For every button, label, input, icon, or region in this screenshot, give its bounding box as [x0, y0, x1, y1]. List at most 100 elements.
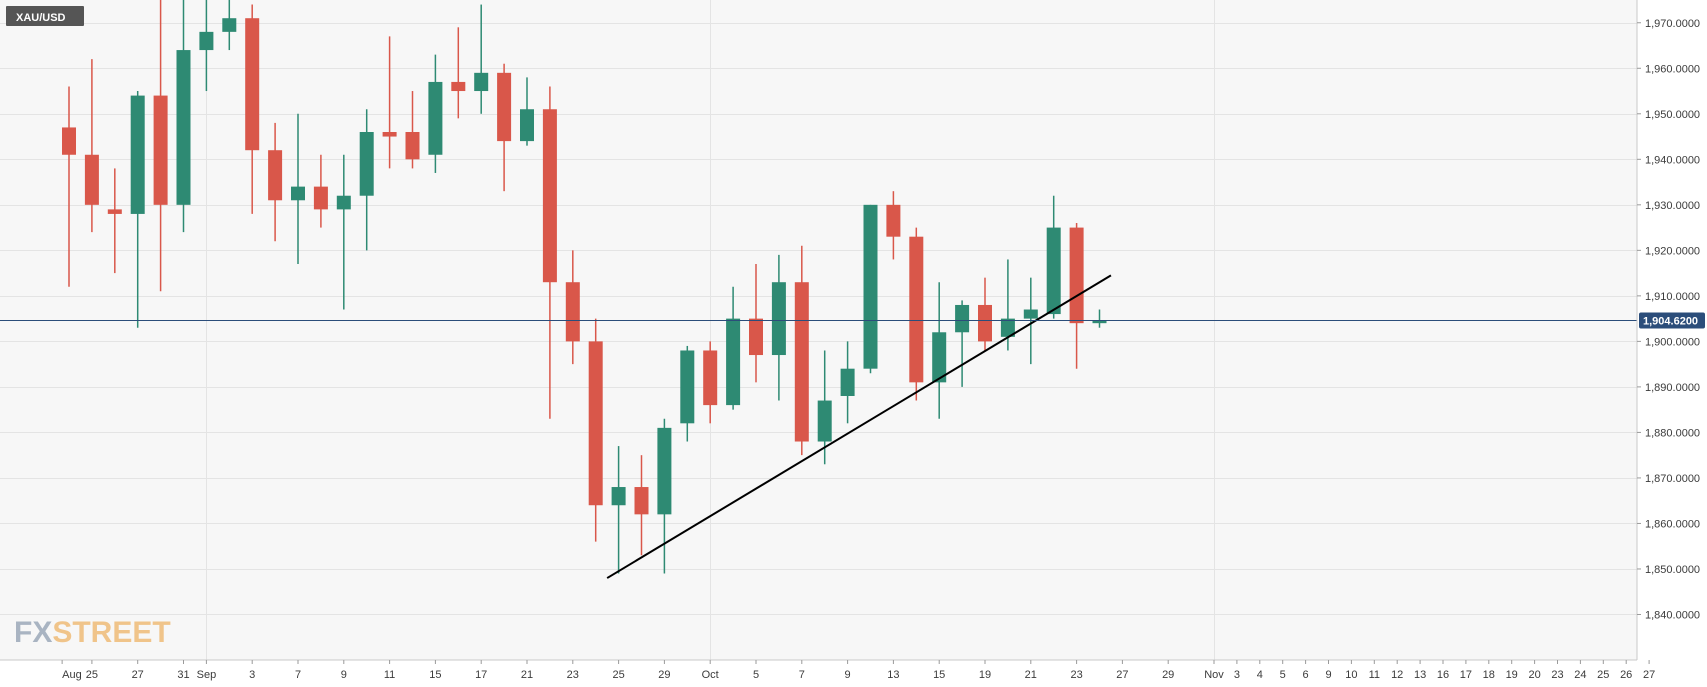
svg-text:FXSTREET: FXSTREET [14, 616, 171, 649]
candle-body [588, 341, 603, 506]
candle-bullish [840, 341, 855, 424]
y-tick-label: 1,910.0000 [1645, 291, 1700, 303]
candle-body [863, 204, 878, 369]
grid-lines [0, 0, 1637, 660]
candle-bearish [405, 91, 420, 169]
x-tick-label: 3 [1234, 669, 1240, 681]
y-tick-label: 1,880.0000 [1645, 427, 1700, 439]
candle-body [497, 72, 512, 142]
x-tick-label: 13 [887, 669, 899, 681]
candle-bullish [1092, 309, 1107, 328]
candle-body [451, 81, 466, 92]
candle-bearish [313, 154, 328, 228]
trendline [606, 274, 1112, 579]
candle-body [405, 132, 420, 160]
candle-bullish [1046, 195, 1061, 319]
price-axis[interactable]: 1,840.0000 1,850.0000 1,860.0000 1,870.0000… [1637, 18, 1700, 622]
candle-bullish [657, 418, 672, 574]
candle-bullish [611, 446, 626, 574]
candle-bearish [62, 86, 76, 287]
candle-body [749, 318, 763, 356]
candles [62, 0, 1107, 574]
candle-body [313, 186, 328, 210]
candle-bullish [291, 113, 305, 264]
x-tick-label: 26 [1620, 669, 1632, 681]
candle-body [726, 318, 741, 406]
candle-bullish [520, 77, 534, 146]
time-axis[interactable]: Aug 25 27 31 Sep 3 7 9 11 15 17 21 23 25 29 Oct 5 7 9 13 15 1… [61, 660, 1655, 681]
x-tick-label: 29 [1162, 669, 1174, 681]
x-tick-label: 25 [612, 669, 624, 681]
candle-body [130, 95, 145, 214]
watermark-logo: FXSTREET [14, 616, 171, 649]
candle-body [771, 282, 786, 356]
candle-body [359, 132, 374, 196]
candle-bearish [978, 277, 992, 351]
candle-bullish [176, 0, 191, 233]
candle-bearish [634, 455, 649, 556]
candle-bearish [107, 168, 122, 274]
candle-body [817, 400, 832, 442]
candle-bullish [359, 109, 374, 251]
x-tick-label: 7 [799, 669, 805, 681]
candle-body [245, 18, 260, 151]
candle-body [84, 154, 99, 205]
candle-body [909, 236, 924, 383]
candle-bearish [886, 191, 901, 260]
candle-body [1046, 227, 1061, 315]
plot-background [0, 0, 1637, 660]
y-tick-label: 1,850.0000 [1645, 564, 1700, 576]
candle-body [1000, 318, 1015, 337]
x-tick-label: 6 [1303, 669, 1309, 681]
candle-body [291, 186, 305, 201]
symbol-tag[interactable]: XAU/USD [6, 6, 84, 26]
candle-bullish [771, 254, 786, 401]
candle-body [657, 427, 672, 515]
x-tick-label: 23 [567, 669, 579, 681]
x-tick-label: 17 [475, 669, 487, 681]
x-tick-label: 12 [1391, 669, 1403, 681]
candle-body [1092, 320, 1107, 324]
candle-bearish [451, 27, 466, 119]
candle-bullish [817, 350, 832, 465]
x-tick-label: 16 [1437, 669, 1449, 681]
candle-bullish [222, 0, 237, 51]
candle-body [520, 109, 534, 142]
x-tick-label: 21 [521, 669, 533, 681]
x-tick-label: 24 [1574, 669, 1586, 681]
candle-bearish [588, 318, 603, 542]
candle-body [1023, 309, 1038, 319]
x-tick-label: 19 [979, 669, 991, 681]
y-tick-label: 1,920.0000 [1645, 245, 1700, 257]
candle-body [62, 127, 76, 155]
x-tick-label: 31 [177, 669, 189, 681]
x-tick-label: 27 [1643, 669, 1655, 681]
y-tick-label: 1,940.0000 [1645, 154, 1700, 166]
candle-body [565, 282, 580, 342]
x-tick-label: 17 [1460, 669, 1472, 681]
candle-bearish [542, 86, 557, 419]
candle-body [978, 304, 992, 342]
candle-body [153, 95, 168, 205]
x-tick-label: 23 [1070, 669, 1082, 681]
current-price-badge: 1,904.6200 [1639, 312, 1705, 329]
candle-bullish [932, 282, 947, 419]
candle-body [176, 50, 191, 205]
candle-bearish [153, 0, 168, 292]
y-tick-label: 1,930.0000 [1645, 200, 1700, 212]
y-tick-label: 1,890.0000 [1645, 382, 1700, 394]
candle-body [336, 195, 351, 210]
candle-body [794, 282, 809, 442]
candle-body [199, 31, 214, 51]
symbol-label: XAU/USD [16, 12, 66, 24]
candle-bullish [680, 345, 695, 442]
x-tick-label: 23 [1551, 669, 1563, 681]
x-tick-label: 11 [1369, 669, 1380, 681]
y-tick-label: 1,960.0000 [1645, 63, 1700, 75]
candle-bullish [1000, 259, 1015, 351]
x-tick-label: 15 [429, 669, 441, 681]
candle-bearish [794, 245, 809, 456]
x-tick-label: 25 [86, 669, 98, 681]
